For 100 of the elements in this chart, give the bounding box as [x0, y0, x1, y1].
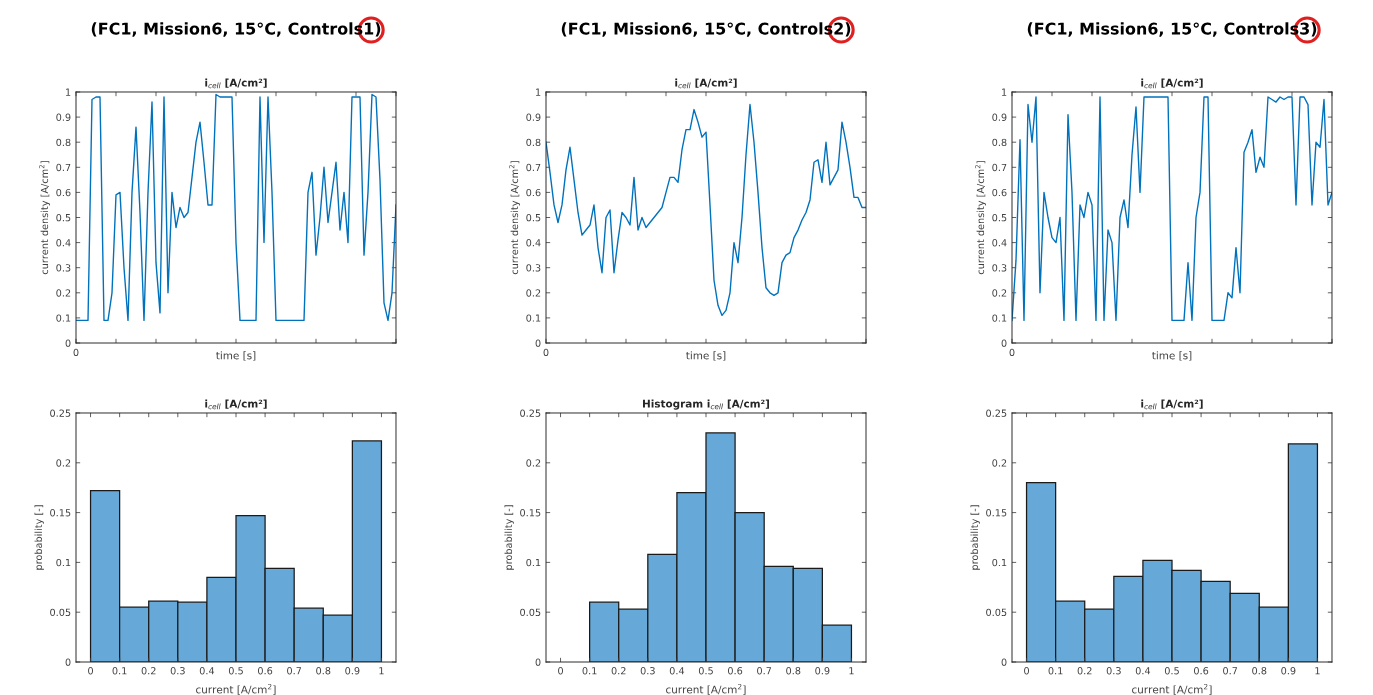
chart-subtitle: Histogram i$_{cell}$ [A/cm²]	[643, 399, 769, 410]
y-tick-label: 0.6	[526, 188, 541, 197]
y-tick-label: 0.9	[56, 113, 71, 121]
y-tick-label: 0.1	[526, 558, 541, 567]
x-tick-label: 0.9	[345, 667, 360, 675]
x-tick-label: 0.6	[728, 667, 743, 675]
x-tick-label: 0.4	[669, 667, 685, 675]
y-tick-label: 0.3	[526, 264, 541, 272]
y-tick-label: 1	[66, 88, 71, 96]
y-tick-label: 0.25	[520, 409, 541, 417]
y-tick-label: 0.7	[992, 163, 1007, 172]
y-tick-label: 0.05	[520, 608, 541, 617]
y-tick-label: 0.4	[992, 239, 1007, 247]
y-tick-label: 0.15	[986, 509, 1007, 517]
chart-subtitle: i$_{cell}$ [A/cm²]	[205, 399, 267, 410]
y-tick-label: 0.05	[50, 608, 71, 617]
x-axis-title: current [A/cm$^{2}$]	[1132, 683, 1212, 695]
x-tick-label: 0.1	[1048, 667, 1063, 675]
text: 0	[543, 348, 549, 357]
x-tick-label: 0.1	[112, 667, 127, 675]
y-tick-label: 0.1	[526, 314, 541, 322]
y-tick-label: 0.3	[992, 264, 1007, 272]
x-tick-label: 1	[1315, 667, 1320, 675]
y-tick-label: 0.5	[56, 213, 71, 222]
y-tick-label: 0.2	[56, 289, 71, 297]
x-tick-label: 0.9	[1281, 667, 1296, 675]
y-axis-title: probability [-]	[34, 505, 44, 570]
y-tick-label: 0.15	[520, 509, 541, 517]
x-axis-title: time [s]	[216, 351, 256, 361]
x-tick-label: 0.7	[1223, 667, 1238, 675]
y-tick-label: 0.1	[56, 558, 71, 567]
y-tick-label: 1	[1002, 88, 1007, 96]
y-tick-label: 0	[65, 339, 71, 347]
y-tick-label: 0.05	[986, 608, 1007, 617]
x-tick-label: 0.5	[698, 667, 713, 675]
chart-subtitle: i$_{cell}$ [A/cm²]	[205, 78, 267, 89]
y-tick-label: 0	[1001, 658, 1007, 666]
y-tick-label: 0.5	[992, 213, 1007, 222]
x-tick-label: 0.8	[316, 667, 331, 675]
x-tick-label: 0.6	[258, 667, 273, 675]
text: 0	[73, 348, 79, 357]
y-tick-label: 0.7	[526, 163, 541, 172]
y-tick-label: 0.8	[56, 138, 71, 147]
x-axis-title: current [A/cm$^{2}$]	[666, 683, 746, 695]
x-tick-label: 0.5	[228, 667, 243, 675]
y-axis-title: probability [-]	[970, 505, 980, 570]
y-tick-label: 0	[65, 658, 71, 666]
y-tick-label: 0.2	[992, 459, 1007, 467]
x-axis-title: time [s]	[1152, 351, 1192, 361]
y-tick-label: 0.15	[50, 509, 71, 517]
y-tick-label: 1	[536, 88, 541, 96]
y-tick-label: 0.9	[992, 113, 1007, 121]
y-tick-label: 0.9	[526, 113, 541, 121]
line-series	[1012, 96, 1332, 322]
y-tick-label: 0.8	[526, 138, 541, 147]
x-tick-label: 0.1	[582, 667, 597, 675]
x-tick-label: 0.3	[1106, 667, 1121, 675]
y-axis-title: current density [A/cm$^{2}$]	[39, 161, 51, 275]
x-axis-title: current [A/cm$^{2}$]	[196, 683, 276, 695]
chart-subtitle: i$_{cell}$ [A/cm²]	[675, 78, 737, 89]
x-tick-label: 0.4	[199, 667, 215, 675]
x-tick-label: 0.6	[1194, 667, 1209, 675]
x-tick-label: 0.2	[141, 667, 156, 675]
x-axis-title: time [s]	[686, 351, 726, 361]
chart-subtitle: i$_{cell}$ [A/cm²]	[1141, 78, 1203, 89]
x-tick-label: 0.3	[640, 667, 655, 675]
line-series	[546, 103, 866, 317]
x-tick-label: 1	[379, 667, 384, 675]
x-tick-label: 0	[1024, 667, 1029, 675]
y-tick-label: 0.2	[526, 459, 541, 467]
y-tick-label: 0	[535, 658, 541, 666]
y-tick-label: 0.8	[992, 138, 1007, 147]
y-tick-label: 0.6	[56, 188, 71, 197]
y-tick-label: 0.7	[56, 163, 71, 172]
y-axis-title: current density [A/cm$^{2}$]	[509, 161, 521, 275]
x-tick-label: 0.4	[1135, 667, 1151, 675]
y-tick-label: 0.2	[992, 289, 1007, 297]
y-tick-label: 0.25	[50, 409, 71, 417]
y-tick-label: 0.1	[992, 314, 1007, 322]
y-tick-label: 0	[535, 339, 541, 347]
y-tick-label: 0	[1001, 339, 1007, 347]
y-tick-label: 0.4	[526, 239, 541, 247]
y-tick-label: 0.1	[992, 558, 1007, 567]
y-tick-label: 0.3	[56, 264, 71, 272]
x-tick-label: 0.7	[757, 667, 772, 675]
y-tick-label: 0.5	[526, 213, 541, 222]
x-tick-label: 0	[558, 667, 563, 675]
y-tick-label: 0.2	[56, 459, 71, 467]
y-axis-title: probability [-]	[504, 505, 514, 570]
chart-subtitle: i$_{cell}$ [A/cm²]	[1141, 399, 1203, 410]
y-axis-title: current density [A/cm$^{2}$]	[975, 161, 987, 275]
y-tick-label: 0.2	[526, 289, 541, 297]
x-tick-label: 0	[88, 667, 93, 675]
x-tick-label: 0.2	[1077, 667, 1092, 675]
x-tick-label: 0.7	[287, 667, 302, 675]
x-tick-label: 0.3	[170, 667, 185, 675]
x-tick-label: 0.2	[611, 667, 626, 675]
y-tick-label: 0.1	[56, 314, 71, 322]
y-tick-label: 0.6	[992, 188, 1007, 197]
text: 0	[1009, 348, 1015, 357]
